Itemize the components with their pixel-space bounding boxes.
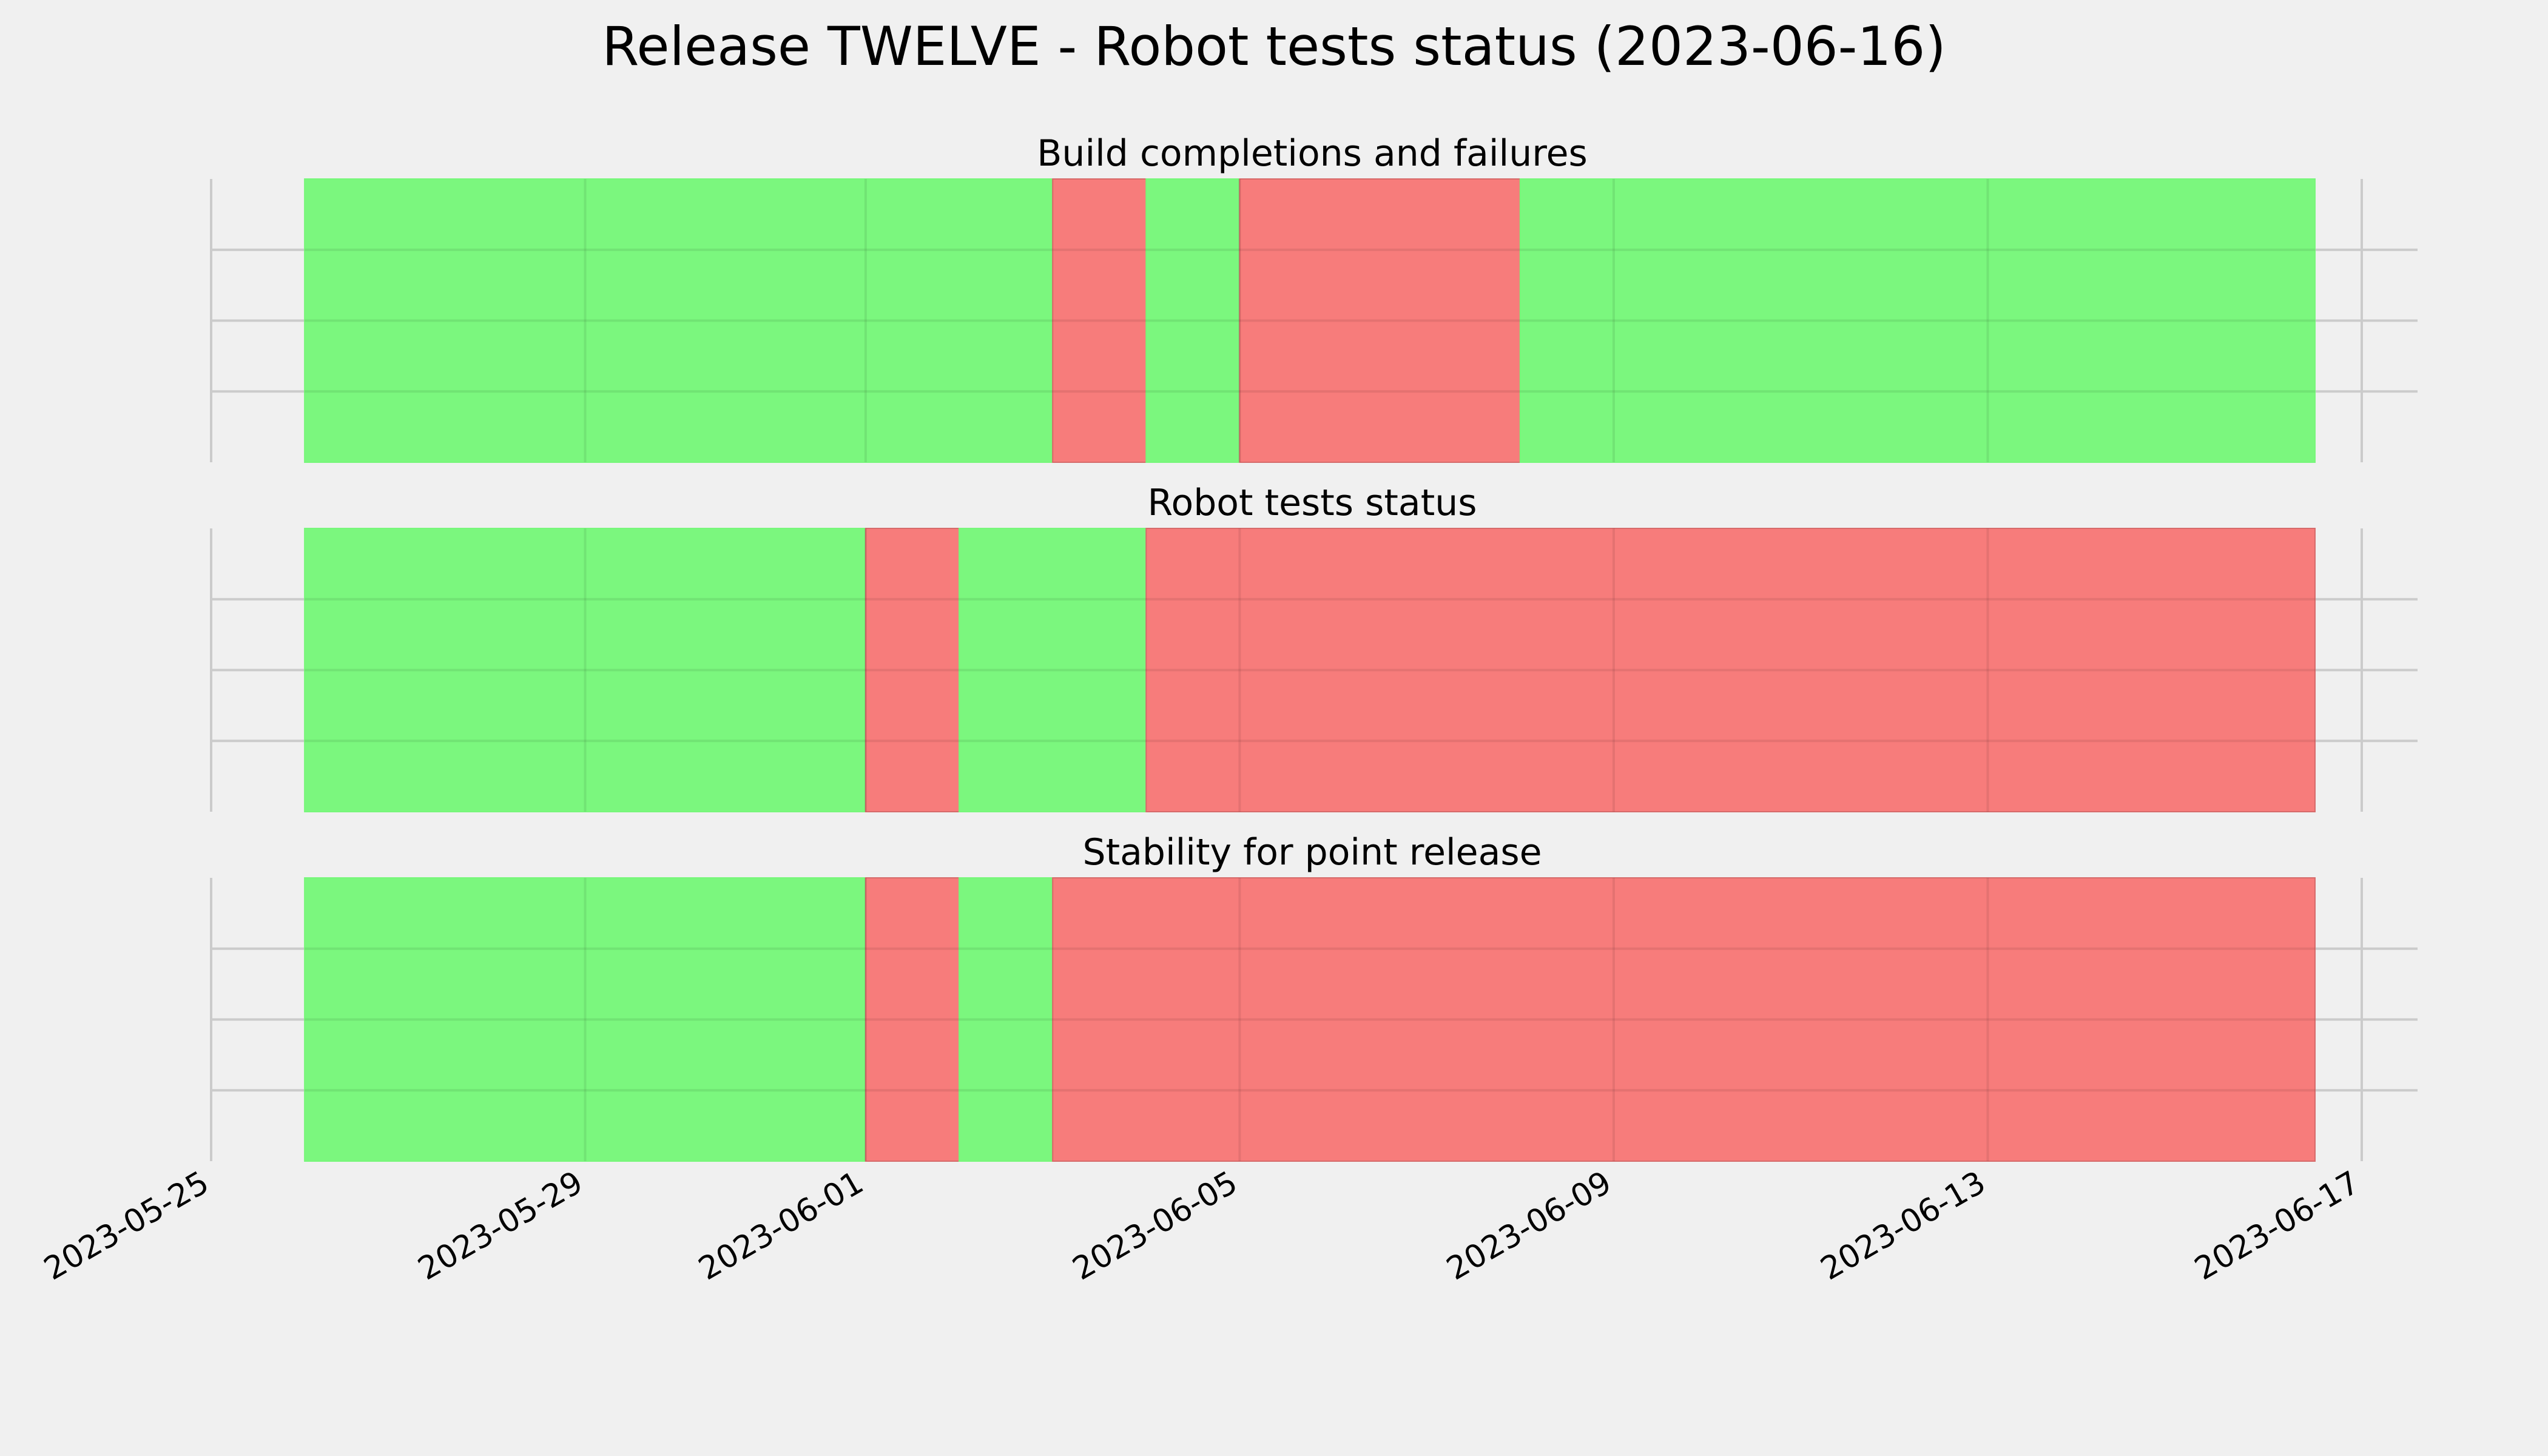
panel-title: Build completions and failures <box>1037 132 1588 175</box>
status-segment-fail <box>864 528 960 812</box>
status-segment-fail <box>1145 528 2316 812</box>
status-segment-pass <box>304 178 1054 463</box>
panel-2: Robot tests status <box>210 482 2418 812</box>
status-segment-pass <box>304 877 866 1162</box>
status-segment-pass <box>959 528 1147 812</box>
panels-layer: Build completions and failures Robot test… <box>210 132 2418 1162</box>
status-segment-pass <box>1519 178 2316 463</box>
panel-title: Robot tests status <box>1147 482 1477 524</box>
panel-1: Build completions and failures <box>210 132 2418 463</box>
panel-title: Stability for point release <box>1082 831 1542 874</box>
status-segment-pass <box>304 528 866 812</box>
status-segment-fail <box>1052 877 2316 1162</box>
status-segment-fail <box>1239 178 1521 463</box>
status-segment-pass <box>959 877 1054 1162</box>
status-segment-fail <box>864 877 960 1162</box>
figure-title: Release TWELVE - Robot tests status (202… <box>602 15 1946 78</box>
status-segment-pass <box>1145 178 1241 463</box>
status-segment-fail <box>1052 178 1147 463</box>
panel-3: Stability for point release <box>210 831 2418 1162</box>
